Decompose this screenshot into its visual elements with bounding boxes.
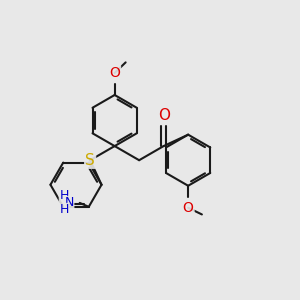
Text: H: H [59,203,69,217]
Text: O: O [183,201,194,215]
Text: N: N [64,196,74,209]
Text: O: O [158,107,169,122]
Text: H: H [59,189,69,202]
Text: S: S [85,153,95,168]
Text: O: O [109,66,120,80]
